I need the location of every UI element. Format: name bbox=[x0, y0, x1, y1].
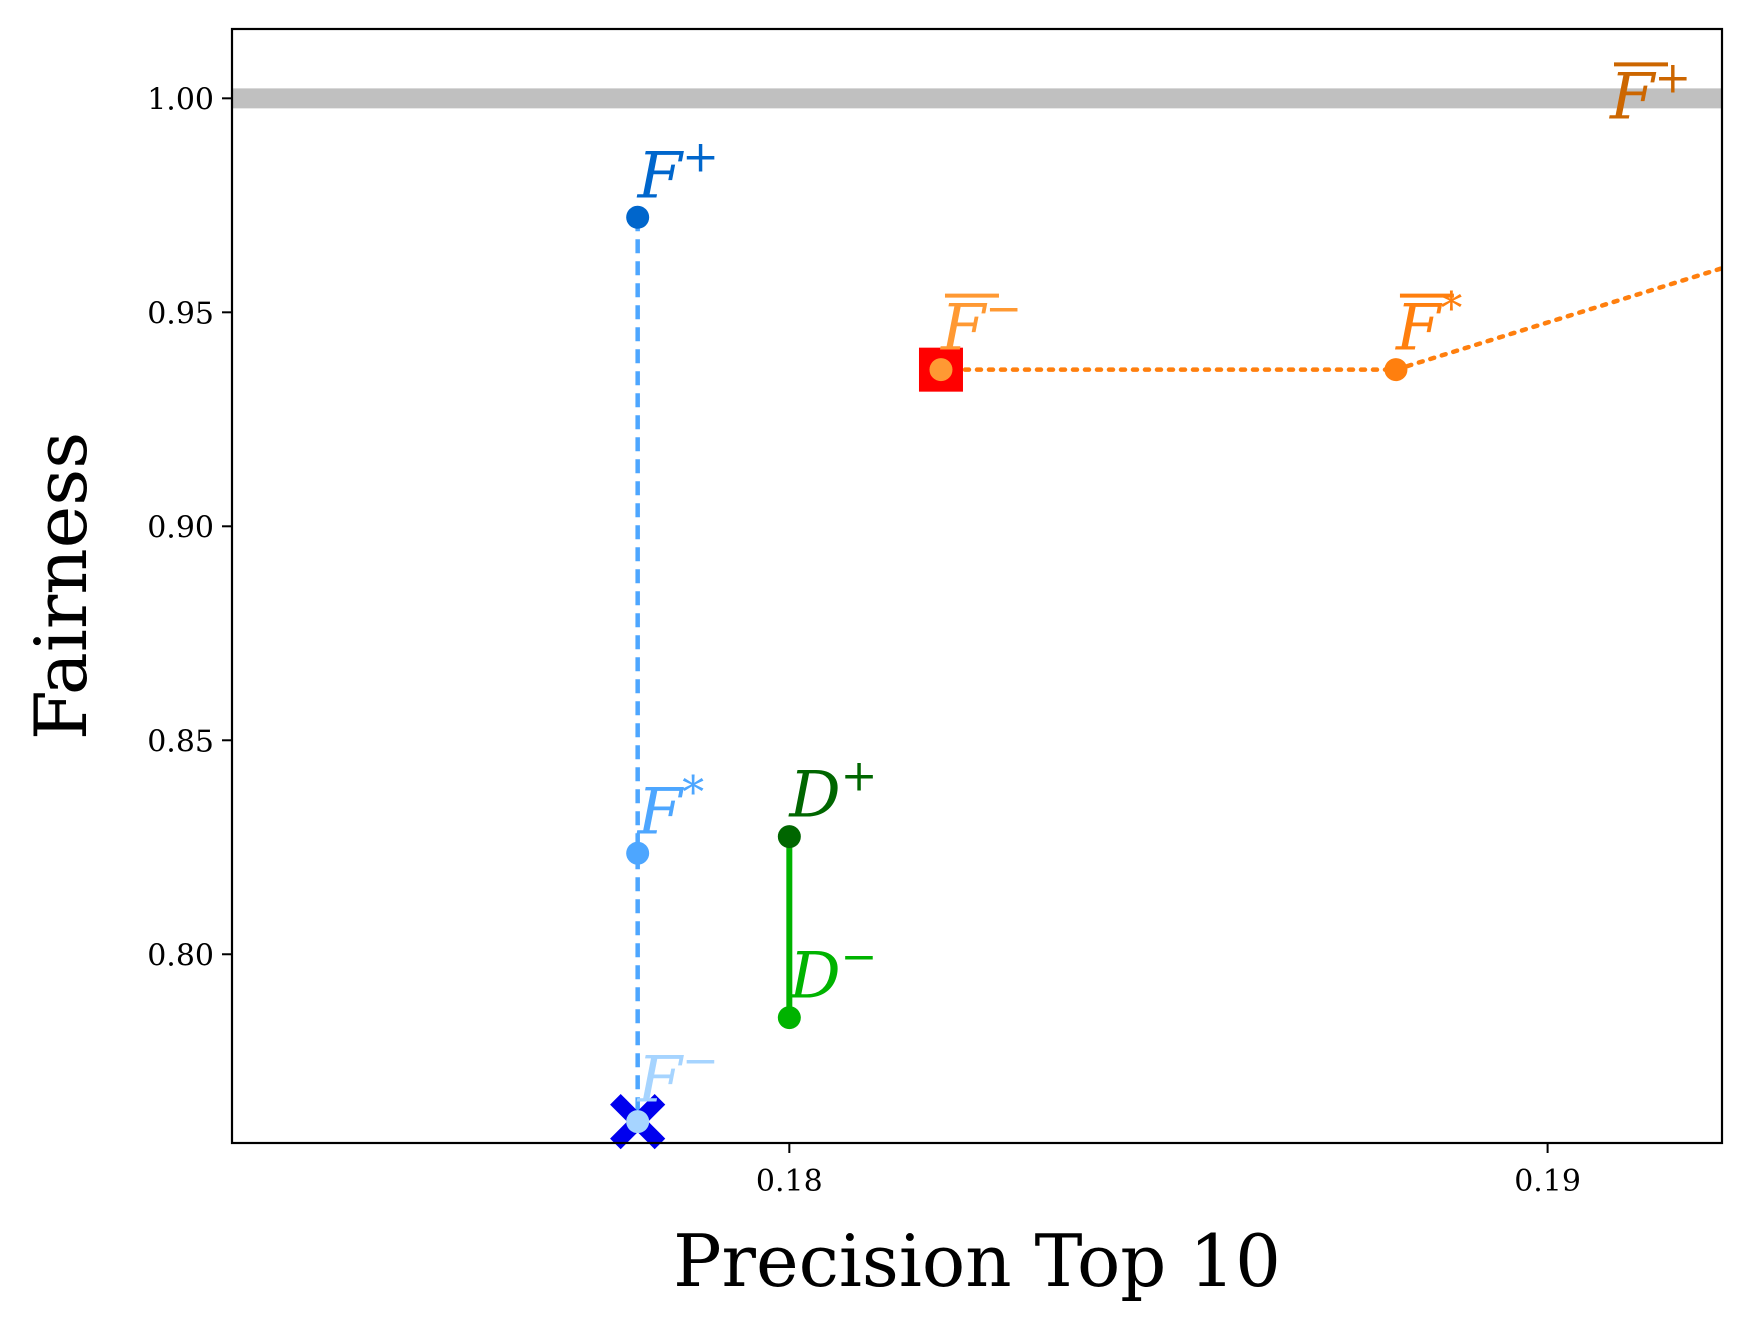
y-tick-label: 0.95 bbox=[147, 296, 214, 331]
y-ticks: 0.80 0.85 0.90 0.95 1.00 bbox=[147, 82, 232, 973]
x-ticks: 0.18 0.19 bbox=[756, 1143, 1581, 1199]
x-tick-label: 0.19 bbox=[1514, 1164, 1581, 1199]
point-F-plus bbox=[626, 205, 650, 229]
point-label-Fbar-minus: F− bbox=[940, 284, 1022, 366]
x-axis-label: Precision Top 10 bbox=[673, 1219, 1281, 1303]
point-Fbar-star bbox=[1384, 358, 1408, 382]
point-label-F-star: F* bbox=[637, 767, 704, 849]
point-label-D-plus: D+ bbox=[788, 751, 877, 833]
point-D-minus bbox=[777, 1006, 801, 1030]
x-tick-label: 0.18 bbox=[756, 1164, 823, 1199]
segments-layer bbox=[635, 217, 1725, 1122]
point-F-star bbox=[626, 841, 650, 865]
y-tick-label: 0.85 bbox=[147, 724, 214, 759]
point-label-F-plus: F+ bbox=[637, 131, 719, 213]
point-Fbar-minus bbox=[929, 358, 953, 382]
point-label-Fbar-star: F* bbox=[1395, 284, 1462, 366]
point-label-F-minus: F− bbox=[637, 1036, 719, 1118]
y-tick-label: 1.00 bbox=[147, 82, 214, 117]
point-labels-layer: F+ F* F− D+ D− F− F* F+ bbox=[637, 52, 1692, 1117]
y-tick-label: 0.80 bbox=[147, 938, 214, 973]
point-label-D-minus: D− bbox=[788, 932, 877, 1014]
point-F-minus bbox=[626, 1110, 650, 1134]
point-D-plus bbox=[777, 825, 801, 849]
y-tick-label: 0.90 bbox=[147, 510, 214, 545]
point-label-Fbar-plus: F+ bbox=[1609, 52, 1691, 134]
points-layer bbox=[626, 205, 1408, 1134]
y-axis-label: Fairness bbox=[19, 432, 103, 740]
segment-Fbar-line-2 bbox=[1393, 265, 1725, 372]
plot-frame bbox=[230, 27, 1724, 1145]
